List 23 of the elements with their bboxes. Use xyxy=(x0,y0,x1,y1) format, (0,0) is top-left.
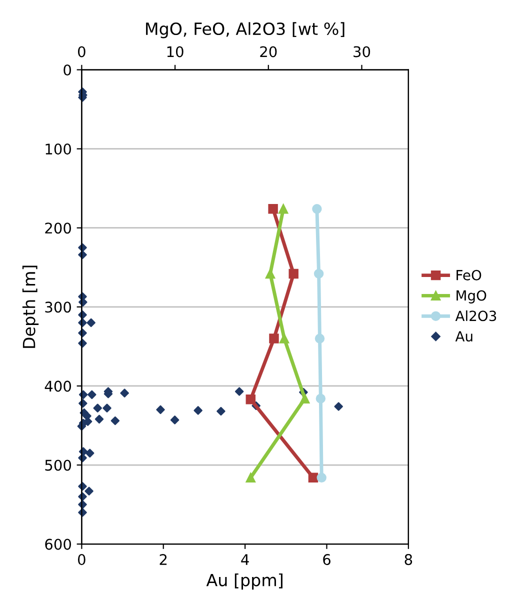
x2-tick-label: 30 xyxy=(354,46,370,58)
x-tick-label: 4 xyxy=(241,554,249,565)
y-axis-title: Depth [m] xyxy=(22,266,39,348)
legend-label: Al2O3 xyxy=(455,310,496,322)
x-tick-label: 2 xyxy=(160,554,167,565)
y-tick-label: 100 xyxy=(46,144,71,155)
x-tick-label: 6 xyxy=(323,554,330,566)
x2-tick-label: 20 xyxy=(260,46,277,58)
legend-label: MgO xyxy=(456,290,486,304)
y-tick-label: 300 xyxy=(45,302,71,313)
y-tick-label: 500 xyxy=(45,460,71,471)
y-tick-label: 0 xyxy=(64,64,71,76)
y-tick-label: 600 xyxy=(45,538,71,550)
x2-tick-label: 10 xyxy=(167,46,184,58)
x-axis-title: Au [ppm] xyxy=(206,573,282,590)
legend-label: FeO xyxy=(456,270,482,280)
x2-axis-title: MgO, FeO, Al2O3 [wt %] xyxy=(146,22,344,38)
y-tick-label: 400 xyxy=(44,380,71,392)
y-tick-label: 200 xyxy=(45,222,71,234)
x-tick-label: 0 xyxy=(78,554,86,566)
x2-tick-label: 0 xyxy=(78,46,86,58)
x-tick-label: 8 xyxy=(404,554,412,566)
legend-label: Au xyxy=(455,331,472,342)
